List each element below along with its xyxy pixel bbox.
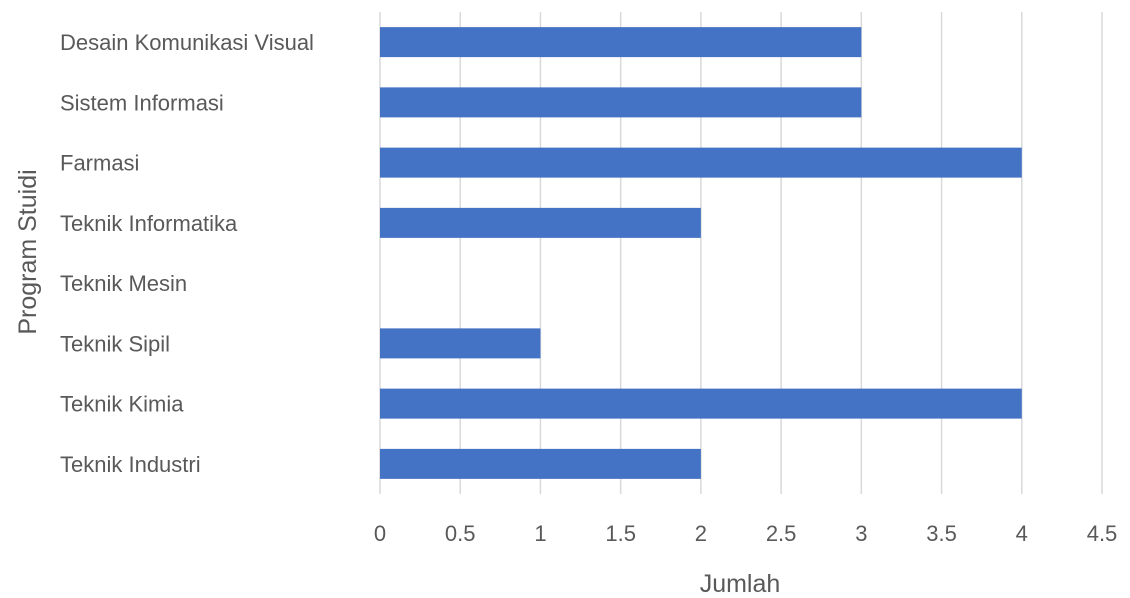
bar xyxy=(380,27,862,58)
bars xyxy=(380,27,1022,479)
x-tick-labels: 0 0.5 1 1.5 2 2.5 3 3.5 4 4.5 xyxy=(374,521,1117,546)
category-label: Teknik Sipil xyxy=(60,331,170,356)
category-label: Teknik Kimia xyxy=(60,392,184,417)
x-tick-label: 0.5 xyxy=(445,521,476,546)
bar xyxy=(380,388,1022,419)
category-label: Teknik Mesin xyxy=(60,271,187,296)
y-axis-title: Program Stuidi xyxy=(14,169,42,334)
bar xyxy=(380,448,701,479)
category-label: Sistem Informasi xyxy=(60,90,224,115)
x-tick-label: 3.5 xyxy=(926,521,957,546)
bar xyxy=(380,328,541,359)
x-tick-label: 3 xyxy=(855,521,867,546)
x-tick-label: 0 xyxy=(374,521,386,546)
x-tick-label: 2.5 xyxy=(766,521,797,546)
gridlines xyxy=(379,12,1103,494)
category-label: Farmasi xyxy=(60,151,139,176)
category-label: Desain Komunikasi Visual xyxy=(60,30,314,55)
bar xyxy=(380,207,701,238)
bar xyxy=(380,87,862,118)
x-tick-label: 4.5 xyxy=(1087,521,1118,546)
x-tick-label: 4 xyxy=(1016,521,1028,546)
x-tick-label: 2 xyxy=(695,521,707,546)
category-label: Teknik Industri xyxy=(60,452,201,477)
x-tick-label: 1 xyxy=(534,521,546,546)
category-labels: Desain Komunikasi Visual Sistem Informasi… xyxy=(60,30,314,477)
bar xyxy=(380,147,1022,178)
x-tick-label: 1.5 xyxy=(605,521,636,546)
category-label: Teknik Informatika xyxy=(60,211,238,236)
x-axis-title: Jumlah xyxy=(700,570,781,598)
